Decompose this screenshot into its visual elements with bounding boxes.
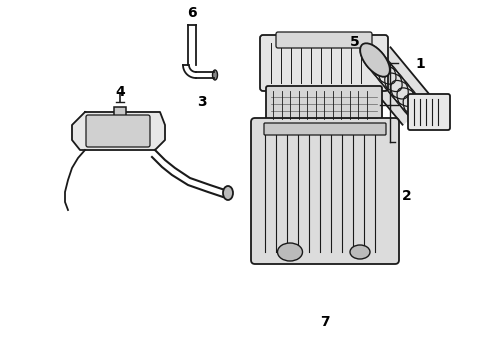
Polygon shape xyxy=(360,47,434,125)
FancyBboxPatch shape xyxy=(408,94,450,130)
Text: 7: 7 xyxy=(320,315,330,329)
FancyBboxPatch shape xyxy=(276,32,372,48)
Text: 5: 5 xyxy=(350,35,360,49)
Text: 6: 6 xyxy=(187,6,197,20)
FancyBboxPatch shape xyxy=(251,118,399,264)
Polygon shape xyxy=(72,112,165,150)
Ellipse shape xyxy=(350,245,370,259)
FancyBboxPatch shape xyxy=(264,123,386,135)
Text: 4: 4 xyxy=(115,85,125,99)
Text: 2: 2 xyxy=(402,189,412,203)
FancyBboxPatch shape xyxy=(260,35,388,91)
Ellipse shape xyxy=(360,43,390,77)
Text: 1: 1 xyxy=(415,57,425,71)
Ellipse shape xyxy=(213,70,218,80)
FancyBboxPatch shape xyxy=(266,86,382,124)
Text: 3: 3 xyxy=(197,95,207,109)
FancyBboxPatch shape xyxy=(114,107,126,123)
FancyBboxPatch shape xyxy=(86,115,150,147)
Ellipse shape xyxy=(223,186,233,200)
Ellipse shape xyxy=(277,243,302,261)
